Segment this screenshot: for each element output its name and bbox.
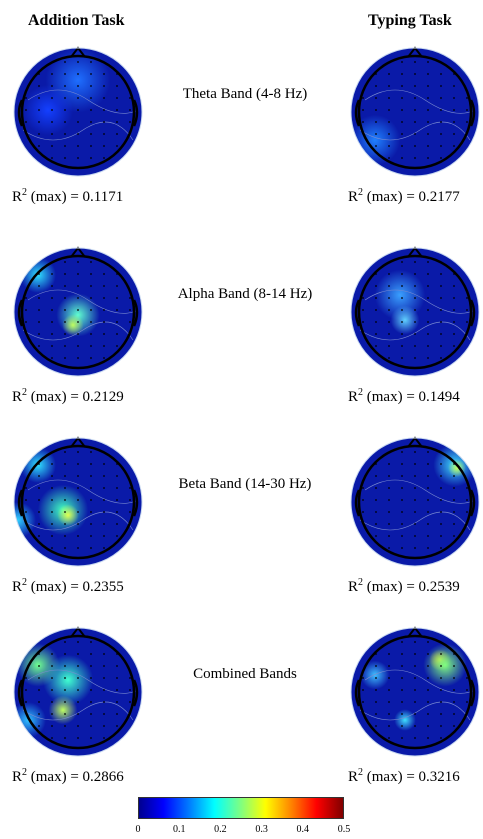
colorbar-tick: 0 [135, 824, 141, 835]
typing-r2-max: R2 (max) = 0.2539 [348, 577, 460, 595]
typing-r2-max: R2 (max) = 0.1494 [348, 387, 460, 405]
band-label: Theta Band (4-8 Hz) [182, 86, 308, 102]
colorbar-tick: 0.5 [337, 824, 351, 835]
addition-r2-max: R2 (max) = 0.2866 [12, 767, 124, 785]
band-label: Alpha Band (8-14 Hz) [177, 286, 313, 302]
typing-task-title: Typing Task [368, 12, 452, 29]
topomap-typing-2 [350, 436, 480, 567]
topomap-typing-0 [350, 46, 480, 177]
topomap-typing-1 [350, 246, 480, 377]
topomap-addition-3 [13, 626, 143, 757]
typing-r2-max: R2 (max) = 0.3216 [348, 767, 460, 785]
topomap-addition-0 [13, 46, 143, 177]
colorbar-tick: 0.1 [172, 824, 186, 835]
colorbar [138, 797, 344, 819]
colorbar-tick: 0.4 [296, 824, 310, 835]
typing-r2-max: R2 (max) = 0.2177 [348, 187, 460, 205]
addition-r2-max: R2 (max) = 0.2129 [12, 387, 124, 405]
colorbar-tick: 0.3 [255, 824, 268, 835]
addition-task-title: Addition Task [28, 12, 125, 29]
topomap-addition-1 [13, 246, 143, 377]
topomap-addition-2 [13, 436, 143, 567]
colorbar-tick: 0.2 [214, 824, 227, 835]
band-label: Beta Band (14-30 Hz) [178, 476, 312, 492]
topomap-typing-3 [350, 626, 480, 757]
band-label: Combined Bands [193, 666, 297, 682]
addition-r2-max: R2 (max) = 0.1171 [12, 187, 124, 205]
addition-r2-max: R2 (max) = 0.2355 [12, 577, 124, 595]
